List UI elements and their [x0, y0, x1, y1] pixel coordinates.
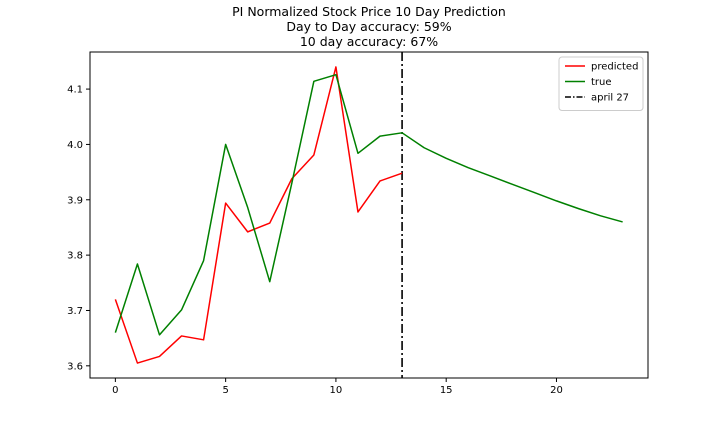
y-axis: 3.6 3.7 3.8 3.9 4.0 4.1 [67, 85, 90, 372]
y-tick-label: 3.6 [67, 361, 83, 372]
axes-frame [89, 51, 649, 379]
y-tick-label: 3.8 [67, 251, 83, 262]
x-tick-label: 20 [550, 385, 563, 396]
legend-label-true: true [591, 77, 612, 88]
y-tick-label: 3.7 [67, 306, 83, 317]
y-tick-label: 4.0 [67, 140, 83, 151]
x-axis: 0 5 10 15 20 [112, 378, 563, 396]
series-line-true [114, 73, 623, 336]
title-line-2: Day to Day accuracy: 59% [286, 19, 451, 34]
x-tick-label: 10 [330, 385, 343, 396]
title-line-1: PI Normalized Stock Price 10 Day Predict… [232, 4, 506, 19]
x-tick-label: 5 [222, 385, 228, 396]
legend-label-predicted: predicted [591, 62, 638, 73]
legend: predicted true april 27 [558, 56, 644, 111]
plot-area [89, 51, 649, 379]
legend-label-april-27: april 27 [591, 93, 629, 104]
x-tick-label: 15 [440, 385, 453, 396]
chart-title: PI Normalized Stock Price 10 Day Predict… [232, 4, 506, 49]
y-tick-label: 4.1 [67, 85, 83, 96]
y-tick-label: 3.9 [67, 195, 83, 206]
title-line-3: 10 day accuracy: 67% [300, 34, 438, 49]
series-line-predicted [114, 66, 403, 364]
x-tick-label: 0 [112, 385, 118, 396]
